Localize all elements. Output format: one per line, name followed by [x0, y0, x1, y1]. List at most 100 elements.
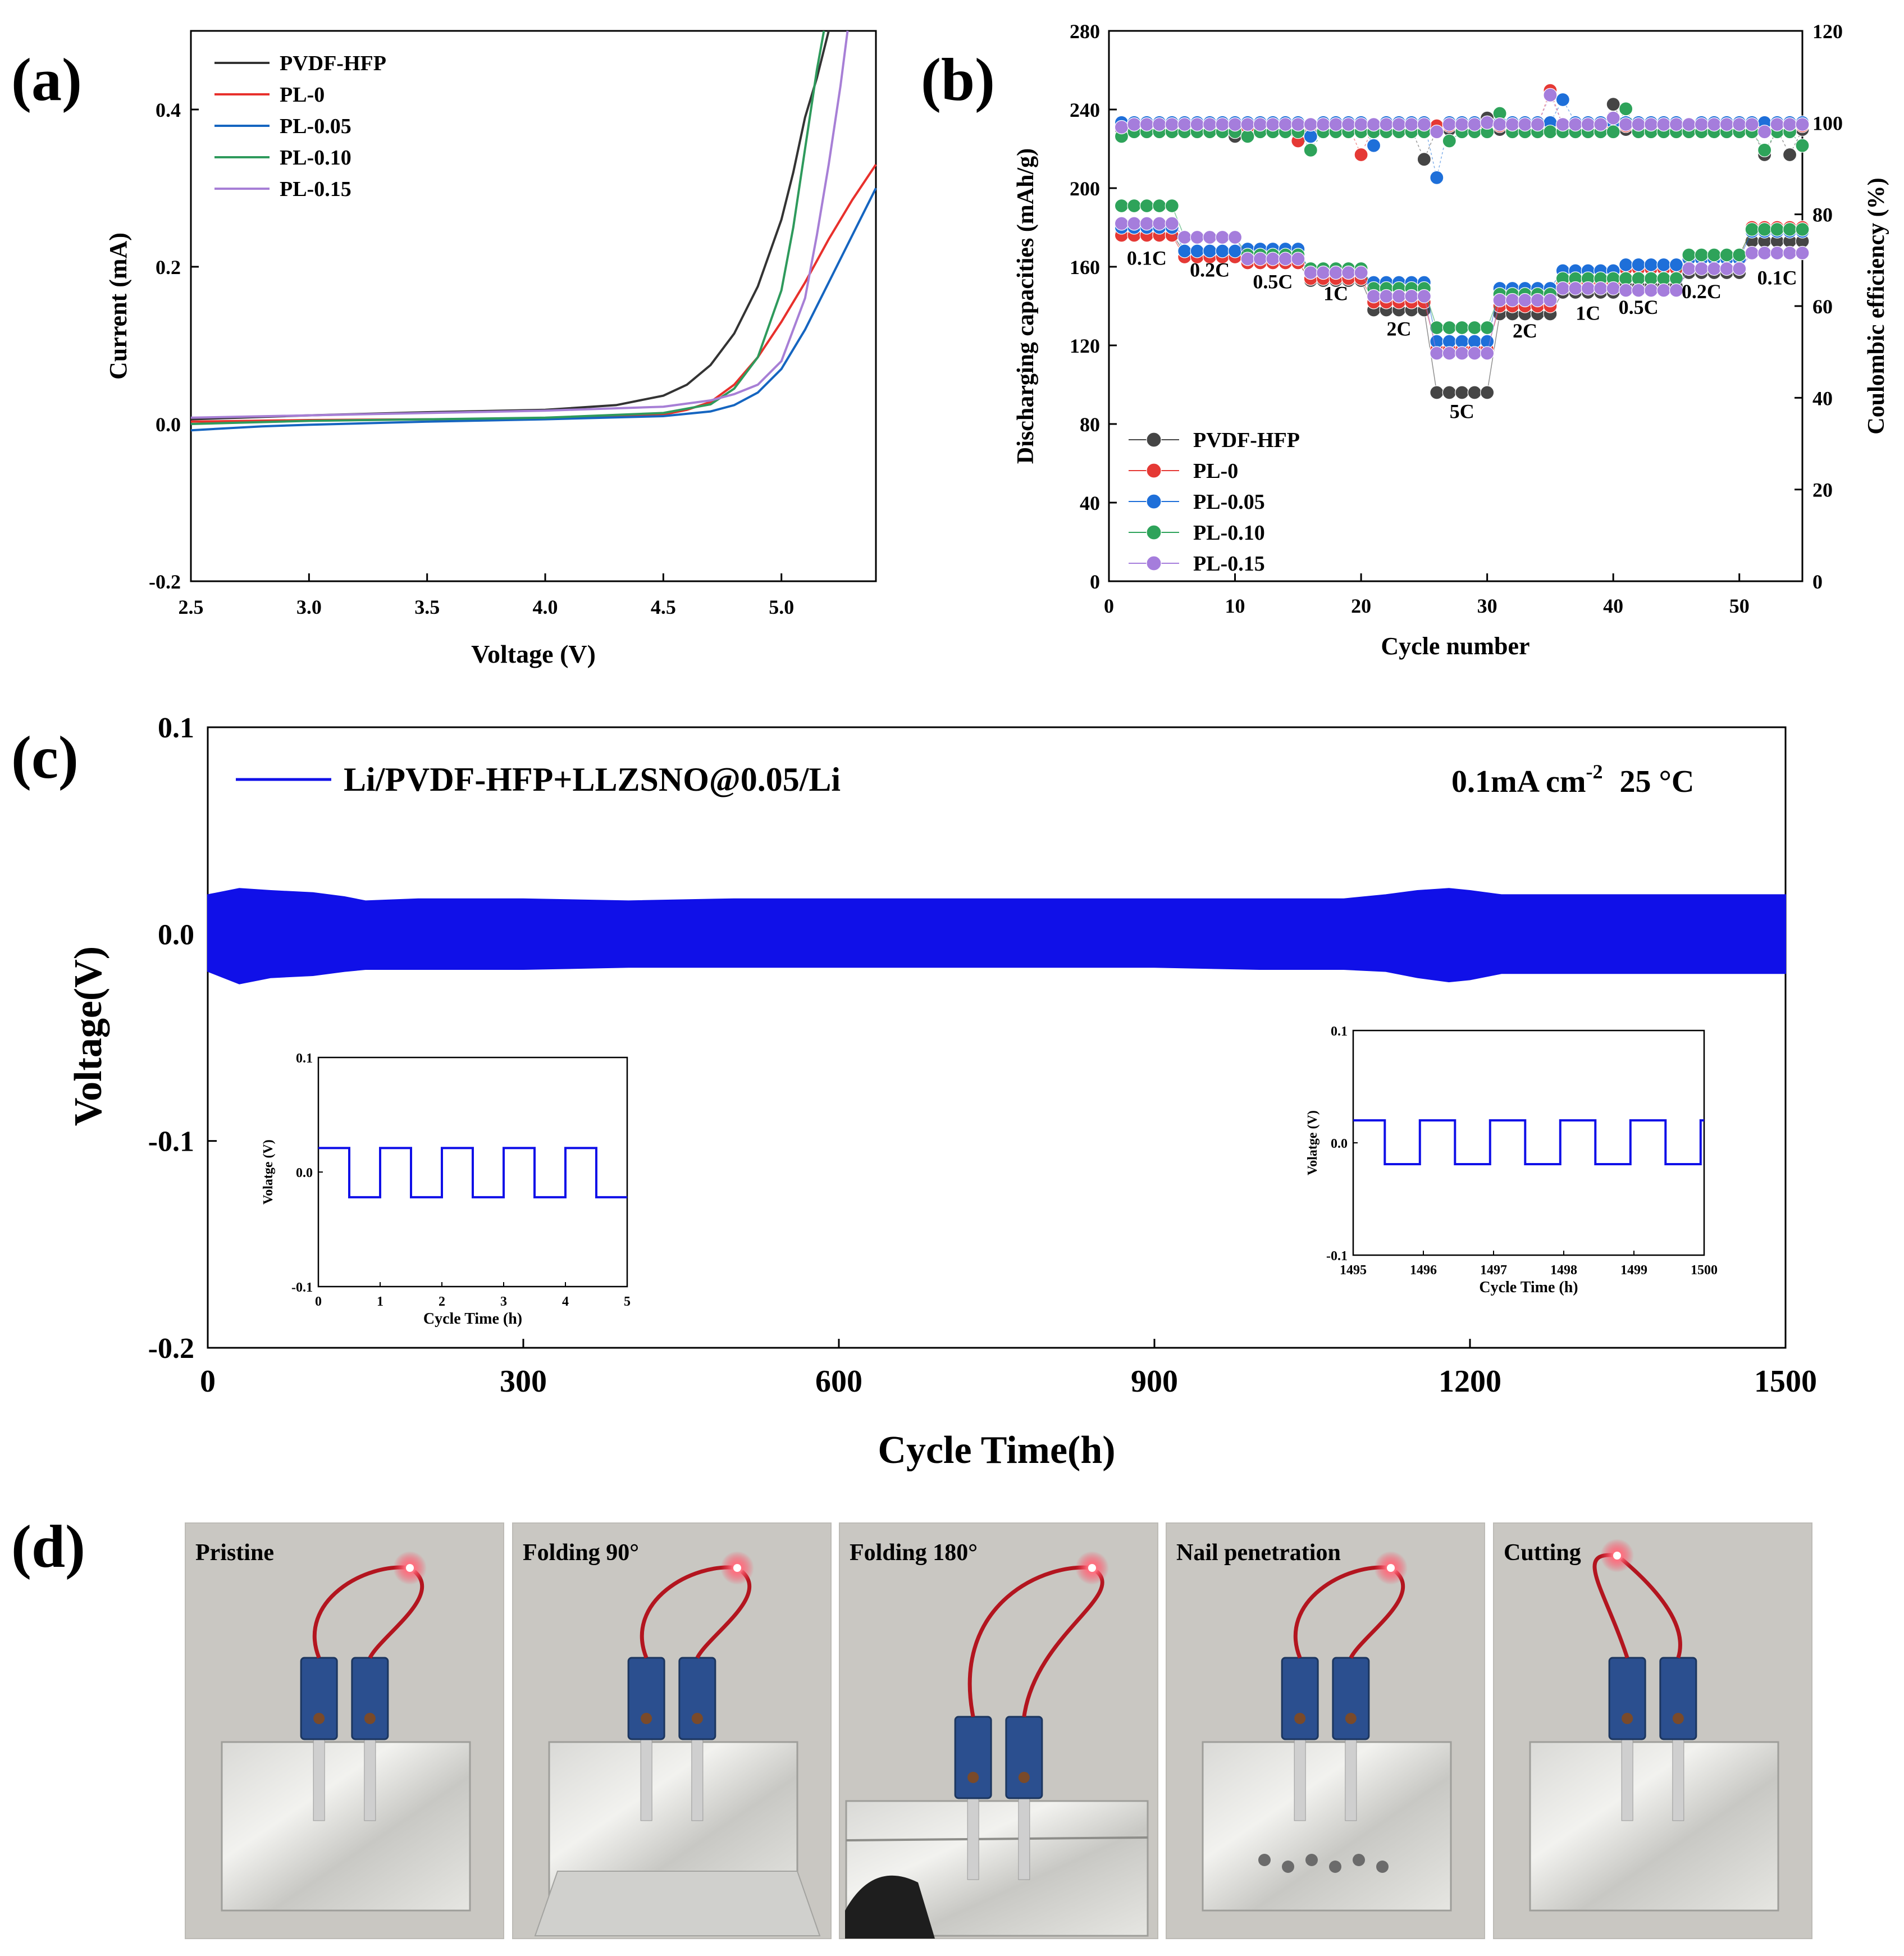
chart-b-rate-label: 0.2C: [1190, 259, 1230, 281]
chart-b-ce-point: [1480, 115, 1495, 130]
photo-clip: [678, 1657, 716, 1740]
inset-ytick-label: 0.0: [1331, 1137, 1348, 1151]
inset-ytick-label: 0.1: [296, 1051, 313, 1066]
chart-b-capacity-point: [1530, 293, 1545, 308]
chart-c-xtick-label: 300: [500, 1364, 547, 1399]
chart-b-ce-point: [1732, 117, 1747, 132]
chart-a-xlabel: Voltage (V): [471, 640, 596, 668]
chart-b-capacity-point: [1719, 261, 1734, 276]
chart-b-legend-marker: [1146, 525, 1162, 540]
photo-nail-hole: [1353, 1854, 1365, 1866]
photo-tab: [640, 1730, 652, 1821]
chart-b-capacity-point: [1492, 293, 1507, 308]
photo-clip: [954, 1716, 992, 1799]
chart-b-capacity-point: [1177, 244, 1192, 258]
chart-b-ce-point: [1303, 129, 1318, 144]
inset-signal: [318, 1147, 627, 1198]
chart-b-ticks: 0 10 20 30 40 50 0 40 80 120 160 200 240 280 0 20 40 60 80…: [1070, 20, 1843, 617]
chart-c-xtick-label: 1200: [1439, 1364, 1501, 1399]
chart-b-legend-marker: [1146, 432, 1162, 448]
photo-clip: [1332, 1657, 1370, 1740]
chart-c-inset-right: 1495 1496 1497 1498 1499 1500 -0.1 0.0 0.1 Cycle …: [1305, 1024, 1718, 1296]
inset-ytick-label: 0.1: [1331, 1024, 1348, 1039]
chart-b-capacity-point: [1631, 283, 1646, 298]
chart-b-capacity-point: [1455, 385, 1469, 400]
chart-b-ce-point: [1139, 117, 1154, 132]
chart-a-ticks: 2.5 3.0 3.5 4.0 4.5 5.0 -0.2 0.0 0.2 0.4: [149, 99, 794, 618]
photo-caption: Folding 90°: [523, 1540, 639, 1566]
panel-label-a: (a): [11, 47, 82, 113]
chart-b-capacity-point: [1391, 289, 1407, 304]
inset-frame: [1352, 1029, 1705, 1256]
chart-b-capacity-point: [1745, 222, 1759, 237]
chart-b-capacity-point: [1606, 281, 1620, 296]
chart-b-ce-point: [1770, 117, 1784, 132]
chart-b-legend-label: PVDF-HFP: [1193, 428, 1300, 452]
chart-b-capacity-point: [1127, 216, 1142, 231]
chart-b-ce-point: [1707, 117, 1722, 132]
chart-b-capacity-point: [1240, 252, 1255, 266]
photo-clip: [1005, 1716, 1043, 1799]
chart-b-capacity-point: [1518, 293, 1532, 308]
chart-b-capacity-point: [1190, 230, 1204, 245]
chart-a-series-1: [190, 163, 877, 423]
chart-b-capacity-point: [1455, 346, 1469, 361]
chart-b-ce-point: [1606, 97, 1620, 112]
chart-b-capacity-point: [1631, 271, 1646, 286]
chart-b-capacity-point: [1770, 222, 1784, 237]
chart-a-legend-label: PL-0: [280, 83, 325, 107]
chart-b-ytick-label: 40: [1080, 492, 1100, 514]
photo-foil: [1202, 1741, 1452, 1912]
chart-b-capacity-point: [1341, 265, 1356, 280]
chart-b-ce-point: [1555, 92, 1570, 107]
chart-b-ce-point: [1316, 117, 1331, 132]
chart-a: 2.5 3.0 3.5 4.0 4.5 5.0 -0.2 0.0 0.2 0.4 Voltage …: [104, 30, 877, 668]
photo-glove: [845, 1875, 935, 1939]
chart-b-capacity-point: [1795, 245, 1810, 261]
chart-b-capacity-point: [1732, 248, 1747, 262]
photo-clip-screw: [313, 1713, 325, 1724]
chart-b-capacity-point: [1669, 283, 1684, 298]
photo-tab: [1621, 1730, 1633, 1821]
chart-b-capacity-point: [1707, 248, 1722, 262]
chart-b-capacity-point: [1593, 281, 1608, 296]
chart-a-xtick-label: 5.0: [769, 596, 794, 618]
chart-b-ytick-label: 200: [1070, 177, 1100, 200]
chart-c-xlabel: Cycle Time(h): [878, 1429, 1115, 1472]
chart-b-ce-point: [1379, 117, 1394, 132]
photo-tab: [967, 1789, 979, 1880]
inset-ytick-label: 0.0: [296, 1166, 313, 1180]
chart-b-ce-point: [1417, 117, 1431, 132]
chart-b-capacity-point: [1643, 257, 1659, 272]
chart-c-condition: 0.1mA cm-2 25 °C: [1451, 760, 1694, 799]
chart-b-capacity-point: [1114, 216, 1129, 231]
chart-b-capacity-point: [1215, 244, 1230, 258]
chart-b-ytick-label: 120: [1070, 335, 1100, 357]
photo-led: [1613, 1552, 1621, 1560]
photo-tab: [1294, 1730, 1306, 1821]
chart-b-capacity-point: [1694, 248, 1709, 262]
photo-led: [733, 1564, 741, 1572]
chart-b-ce-point: [1518, 117, 1532, 132]
chart-b-capacity-point: [1177, 230, 1192, 245]
chart-b-capacity-point: [1619, 271, 1633, 286]
chart-b-ytick-right-label: 80: [1812, 204, 1833, 226]
chart-b-capacity-point: [1139, 198, 1154, 213]
photo-clip: [1659, 1657, 1697, 1740]
photo-clip-screw: [1672, 1713, 1684, 1724]
chart-b-capacity-point: [1757, 245, 1772, 261]
chart-b-legend-label: PL-0.05: [1193, 490, 1265, 514]
chart-b-points: [1114, 83, 1810, 400]
photo-foil-folded-flap: [534, 1871, 821, 1936]
photo-clip: [1281, 1657, 1319, 1740]
chart-c-xtick-label: 1500: [1754, 1364, 1817, 1399]
chart-b-ce-point: [1328, 117, 1343, 132]
photo-border: [512, 1522, 832, 1939]
photo-4: Cutting: [1493, 1522, 1812, 1939]
chart-b-capacity-point: [1354, 265, 1368, 280]
chart-a-legend: PVDF-HFP PL-0 PL-0.05 PL-0.10 PL-0.15: [214, 52, 386, 201]
chart-a-legend-label: PVDF-HFP: [280, 52, 386, 75]
photo-wire: [368, 1570, 424, 1659]
chart-b-rate-label: 5C: [1450, 400, 1474, 423]
